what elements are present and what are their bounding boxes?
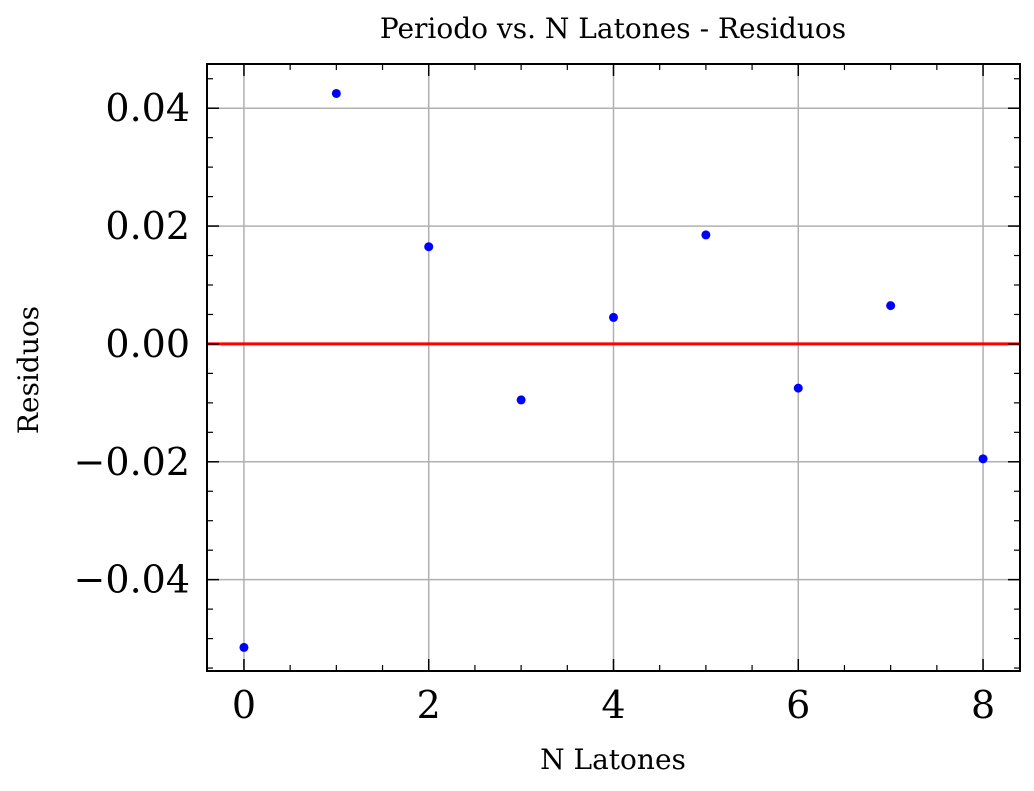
data-point: [609, 312, 618, 322]
data-point: [331, 88, 341, 98]
data-points: [239, 88, 988, 652]
data-point: [516, 395, 526, 405]
y-tick-label: −0.02: [74, 440, 190, 484]
x-tick-label: 2: [417, 683, 441, 727]
x-tick-label: 0: [232, 683, 256, 727]
data-point: [424, 242, 434, 252]
x-axis-label: N Latones: [540, 743, 686, 776]
y-tick-label: 0.02: [105, 204, 190, 248]
y-axis-label: Residuos: [12, 306, 45, 434]
data-point: [886, 301, 896, 311]
chart-title: Periodo vs. N Latones - Residuos: [380, 12, 846, 45]
y-tick-label: −0.04: [74, 558, 190, 602]
data-point: [239, 642, 249, 652]
data-point: [978, 454, 988, 464]
y-tick-label: 0.00: [105, 322, 190, 366]
x-tick-label: 4: [601, 683, 625, 727]
data-point: [701, 230, 711, 240]
data-point: [793, 383, 803, 393]
y-tick-label: 0.04: [105, 86, 190, 130]
x-tick-label: 8: [971, 683, 995, 727]
y-tick-labels: −0.04 −0.02 0.00 0.02 0.04: [74, 86, 190, 601]
x-tick-label: 6: [786, 683, 810, 727]
axis-ticks: [207, 64, 1020, 671]
x-tick-labels: 0 2 4 6 8: [232, 683, 995, 727]
